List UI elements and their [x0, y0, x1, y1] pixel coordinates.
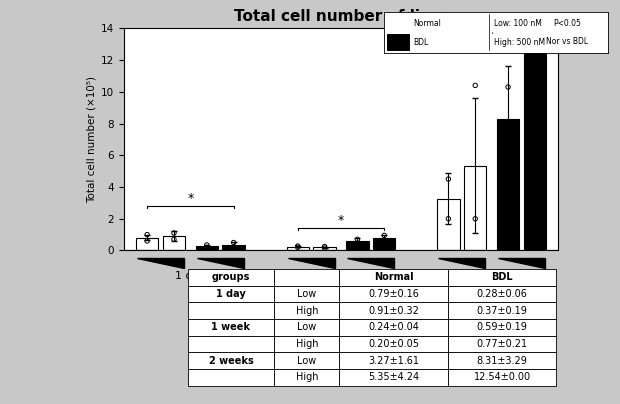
- Bar: [373, 238, 396, 250]
- Bar: [313, 247, 336, 250]
- Text: *: *: [338, 215, 344, 227]
- Point: [142, 231, 152, 238]
- Bar: [195, 246, 218, 250]
- Point: [293, 244, 303, 250]
- Point: [320, 243, 330, 250]
- Text: *: *: [187, 192, 193, 205]
- Point: [503, 84, 513, 90]
- Point: [352, 236, 362, 242]
- Point: [470, 82, 480, 88]
- Polygon shape: [438, 258, 485, 268]
- Point: [379, 238, 389, 244]
- Title: Total cell number of liver: Total cell number of liver: [234, 9, 448, 24]
- Bar: [346, 241, 369, 250]
- Bar: [223, 244, 245, 250]
- Point: [503, 168, 513, 175]
- Point: [202, 242, 212, 248]
- Point: [443, 215, 453, 222]
- Text: 1 day: 1 day: [175, 271, 206, 281]
- Text: Low: 100 nM: Low: 100 nM: [494, 19, 542, 28]
- Point: [169, 236, 179, 242]
- Point: [443, 176, 453, 182]
- Text: 1 week: 1 week: [321, 271, 361, 281]
- Polygon shape: [197, 258, 244, 268]
- Bar: [387, 15, 409, 32]
- Point: [470, 215, 480, 222]
- Text: P<0.05: P<0.05: [554, 19, 582, 28]
- Bar: [524, 51, 546, 250]
- Polygon shape: [288, 258, 335, 268]
- Text: BDL: BDL: [414, 38, 428, 46]
- Point: [379, 232, 389, 239]
- Text: 2 weeks: 2 weeks: [469, 271, 515, 281]
- Point: [320, 245, 330, 251]
- Point: [229, 244, 239, 250]
- Text: Nor vs BDL: Nor vs BDL: [546, 37, 588, 46]
- Point: [169, 230, 179, 236]
- Bar: [464, 166, 487, 250]
- Point: [352, 240, 362, 246]
- Text: Normal: Normal: [414, 19, 441, 28]
- Polygon shape: [498, 258, 545, 268]
- Bar: [136, 238, 158, 250]
- Point: [229, 239, 239, 246]
- Point: [142, 238, 152, 244]
- Text: *: *: [502, 23, 508, 36]
- Polygon shape: [137, 258, 184, 268]
- Bar: [286, 247, 309, 250]
- Point: [202, 244, 212, 250]
- Point: [293, 243, 303, 249]
- Point: [530, 149, 540, 155]
- Polygon shape: [347, 258, 394, 268]
- Y-axis label: Total cell number (×10⁵): Total cell number (×10⁵): [87, 76, 97, 203]
- Bar: [497, 119, 519, 250]
- Bar: [163, 236, 185, 250]
- Bar: [387, 34, 409, 50]
- Text: High: 500 nM: High: 500 nM: [494, 38, 545, 46]
- Bar: [437, 199, 459, 250]
- Point: [530, 49, 540, 55]
